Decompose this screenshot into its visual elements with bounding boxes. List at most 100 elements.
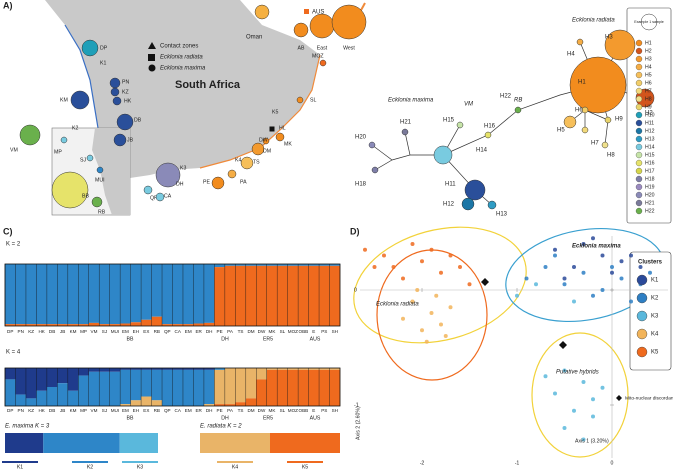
label: Ecklonia maxima (160, 66, 206, 72)
oman-site (254, 4, 270, 20)
structure-segment (15, 368, 27, 395)
legend-swatch (635, 87, 643, 95)
scatter-point (391, 265, 396, 269)
discordance-marker (559, 341, 567, 349)
scatter-point (410, 299, 415, 304)
label: Axis 2 (2.60%) (355, 406, 361, 440)
label: KZ (122, 89, 129, 95)
structure-segment (15, 324, 27, 326)
structure-segment (287, 368, 299, 370)
structure-segment (5, 264, 16, 325)
haplotype-node (401, 128, 409, 136)
scatter-point (610, 270, 614, 275)
label: SH (332, 329, 338, 334)
haplotype-node (368, 141, 376, 149)
label: H12 (443, 202, 455, 208)
label: EM (122, 329, 129, 334)
legend-swatch (635, 71, 643, 79)
structure-segment (319, 264, 330, 266)
scatter-point (600, 253, 605, 258)
east-coast (199, 54, 321, 169)
structure-segment (36, 390, 48, 406)
haplotype-node (601, 141, 609, 149)
structure-segment (25, 264, 37, 325)
haplotype-node (464, 179, 486, 201)
label: ER5 (263, 415, 273, 421)
haplotype-node (484, 131, 492, 139)
label: SL (280, 329, 286, 334)
label: H14 (476, 148, 488, 154)
structure-segment (308, 368, 320, 370)
label: PN (18, 408, 24, 413)
label: Contact zones (160, 44, 198, 50)
label: H8 (607, 153, 615, 159)
structure-segment (109, 368, 121, 372)
label: H10 (645, 112, 655, 118)
label: CA (164, 193, 172, 199)
label: PE (203, 179, 210, 185)
label: VM (10, 147, 18, 153)
label: Oman (246, 35, 262, 41)
structure-segment (193, 368, 205, 370)
structure-segment (120, 368, 131, 370)
structure-segment (308, 264, 320, 266)
site (109, 77, 121, 89)
label: DP (7, 408, 13, 413)
label: RB (154, 408, 160, 413)
structure-segment (277, 265, 288, 326)
legend-swatch (636, 274, 648, 286)
label: JB (60, 329, 65, 334)
scatter-point (581, 437, 586, 442)
label: H3 (645, 56, 652, 62)
structure-segment (99, 371, 110, 406)
structure-segment (162, 324, 173, 326)
scatter-point (562, 426, 567, 430)
structure-segment (120, 369, 131, 405)
structure-segment (203, 264, 215, 323)
label: KM (60, 97, 68, 103)
site (60, 136, 68, 144)
structure-segment (256, 368, 267, 380)
label: H16 (484, 124, 496, 130)
structure-segment (162, 264, 173, 325)
legend-swatch (635, 111, 643, 119)
scatter-point (638, 265, 643, 269)
label: H20 (355, 135, 367, 141)
label: OBB (299, 408, 309, 413)
scatter-point (562, 282, 567, 287)
label: JB (60, 408, 65, 413)
label: PS (321, 329, 327, 334)
structure-segment (287, 265, 299, 326)
label: HK (38, 329, 45, 334)
label: E. maxima K = 3 (5, 424, 50, 430)
legend-swatch (636, 310, 648, 322)
structure-segment (141, 319, 152, 326)
structure-segment (214, 264, 226, 268)
label: K3 (180, 165, 186, 171)
structure-segment (78, 324, 89, 326)
structure-segment (329, 265, 341, 326)
structure-segment (46, 387, 58, 406)
structure-segment (99, 264, 110, 325)
structure-segment (15, 264, 27, 325)
scatter-point (401, 276, 405, 281)
label: H11 (645, 120, 654, 126)
legend-swatch (635, 199, 643, 207)
structure-segment (162, 369, 173, 406)
structure-segment (235, 264, 246, 266)
label: H15 (443, 118, 455, 124)
structure-segment (162, 368, 173, 370)
site (269, 126, 275, 132)
structure-segment (88, 371, 100, 406)
sub-band (235, 433, 270, 453)
west-coast (64, 24, 101, 141)
scatter-point (524, 276, 529, 281)
scatter-point (515, 293, 519, 298)
legend-triangle (148, 42, 156, 49)
legend-diamond (616, 395, 622, 401)
label: SJ (80, 157, 86, 163)
label: H1 (578, 80, 586, 86)
haplotype-node (576, 38, 584, 46)
legend-swatch (635, 159, 643, 167)
label: H5 (557, 128, 565, 134)
